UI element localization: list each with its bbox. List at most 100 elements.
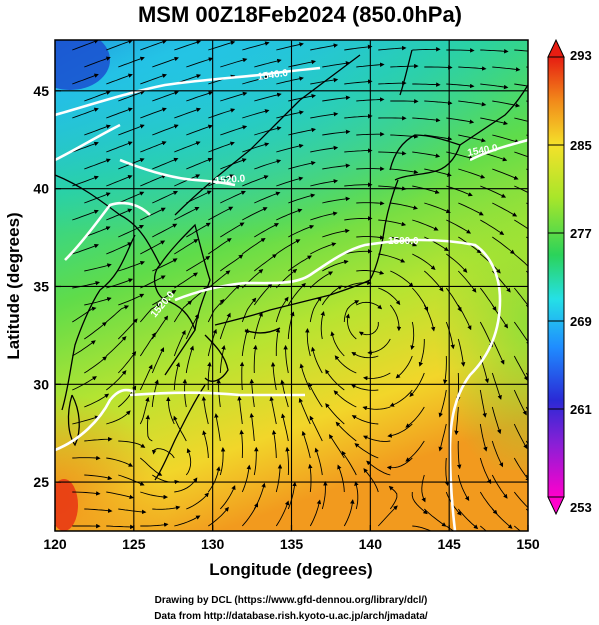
streamline-arrow xyxy=(118,225,145,238)
streamline-arrow xyxy=(276,176,304,187)
streamline-arrow xyxy=(438,389,447,418)
streamline-arrow xyxy=(395,355,413,379)
streamline-arrow xyxy=(310,145,339,153)
streamline-arrow xyxy=(356,301,383,310)
streamline-arrow xyxy=(458,168,486,179)
streamline-arrow xyxy=(254,253,277,272)
streamline-arrow xyxy=(139,396,150,425)
streamline-arrow xyxy=(118,440,146,448)
streamline-arrow xyxy=(241,268,264,289)
streamline-arrow xyxy=(480,49,509,54)
streamline-arrow xyxy=(513,355,528,381)
streamline-arrow xyxy=(106,370,127,391)
streamline-arrow xyxy=(491,440,504,468)
streamline-arrow xyxy=(152,124,179,136)
streamline-arrow xyxy=(220,57,248,68)
streamline-arrow xyxy=(513,287,528,311)
x-tick-label: 135 xyxy=(280,536,304,552)
streamline-arrow xyxy=(72,40,99,51)
streamline-arrow xyxy=(334,355,357,374)
streamline-arrow xyxy=(491,406,502,435)
streamline-arrow xyxy=(344,148,373,153)
streamline-arrow xyxy=(186,157,213,170)
streamline-arrow xyxy=(140,107,167,119)
streamline-arrow xyxy=(84,90,111,102)
streamline-arrow xyxy=(492,202,518,217)
streamline-arrow xyxy=(322,196,351,204)
streamline-arrow xyxy=(412,219,439,231)
streamline-arrow xyxy=(152,90,179,102)
streamline-arrow xyxy=(139,364,153,391)
streamline-arrow xyxy=(458,100,487,107)
streamline-arrow xyxy=(118,293,145,306)
streamline-arrow xyxy=(72,455,101,461)
streamline-arrow xyxy=(492,134,520,144)
streamline-arrow xyxy=(276,208,303,221)
streamline-arrow xyxy=(254,92,282,102)
streamline-arrow xyxy=(310,43,339,51)
x-tick-label: 140 xyxy=(359,536,383,552)
streamline-arrow xyxy=(275,500,290,527)
streamline-arrow xyxy=(344,44,373,51)
coastline-korea xyxy=(159,223,211,331)
streamline-arrow xyxy=(84,158,111,170)
x-axis-label: Longitude (degrees) xyxy=(209,560,372,579)
streamline-arrow xyxy=(513,423,528,450)
streamline-arrow xyxy=(310,111,339,119)
streamline-arrow xyxy=(106,524,135,530)
y-tick-label: 45 xyxy=(33,83,49,99)
colorbar-gradient xyxy=(547,56,565,498)
streamline-arrow xyxy=(322,95,351,102)
streamline-arrow xyxy=(186,222,211,238)
streamline-arrow xyxy=(72,306,97,323)
streamline-arrow xyxy=(84,124,111,136)
streamline-arrow xyxy=(219,344,226,374)
streamline-arrow xyxy=(335,421,357,442)
streamline-arrow xyxy=(526,236,528,239)
streamline-arrow xyxy=(275,463,283,493)
streamline-arrow xyxy=(320,311,325,340)
streamline-arrow xyxy=(444,457,450,487)
streamline-arrow xyxy=(322,259,349,272)
streamline-arrow xyxy=(322,129,351,136)
streamline-arrow xyxy=(152,157,179,170)
streamline-arrow xyxy=(389,304,402,332)
colorbar-tick-label: 285 xyxy=(570,138,592,153)
streamline-arrow xyxy=(410,321,415,350)
streamline-arrow xyxy=(412,47,441,52)
streamline-arrow xyxy=(287,481,297,510)
streamline-arrow xyxy=(492,236,515,255)
streamline-arrow xyxy=(321,480,328,510)
streamline-arrow xyxy=(106,457,134,467)
streamline-arrow xyxy=(446,117,475,124)
streamline-arrow xyxy=(480,525,487,531)
streamline-arrow xyxy=(442,355,448,385)
streamline-arrow xyxy=(106,40,133,51)
streamline-arrow xyxy=(271,429,277,459)
streamline-arrow xyxy=(186,492,209,510)
coastline-kuril-islands xyxy=(459,84,528,146)
streamline-arrow xyxy=(378,45,407,51)
streamline-arrow xyxy=(145,414,153,442)
streamline-arrow xyxy=(254,223,279,238)
streamline-arrow xyxy=(351,415,379,425)
streamline-arrow xyxy=(514,151,528,158)
streamline-arrow xyxy=(525,508,528,512)
streamline-arrow xyxy=(140,457,163,476)
height-contours xyxy=(55,66,528,531)
streamline-arrow xyxy=(386,457,413,470)
streamline-arrow xyxy=(152,190,179,204)
streamline-arrow xyxy=(424,202,451,214)
streamline-arrow xyxy=(378,253,406,263)
streamline-arrow xyxy=(288,59,317,68)
colorbar-min-triangle xyxy=(547,496,565,516)
streamline-arrow xyxy=(208,270,231,289)
streamline-arrow xyxy=(166,396,175,425)
streamline-arrow xyxy=(202,430,209,459)
streamline-arrow xyxy=(412,525,440,531)
streamline-arrow xyxy=(173,362,181,391)
streamline-arrow xyxy=(491,508,513,529)
map-plot: 1540.0 1520.0 1500.0 1520.0 1540.0 xyxy=(55,40,528,531)
contour-1540-east xyxy=(469,138,528,162)
streamline-arrow xyxy=(241,328,249,357)
